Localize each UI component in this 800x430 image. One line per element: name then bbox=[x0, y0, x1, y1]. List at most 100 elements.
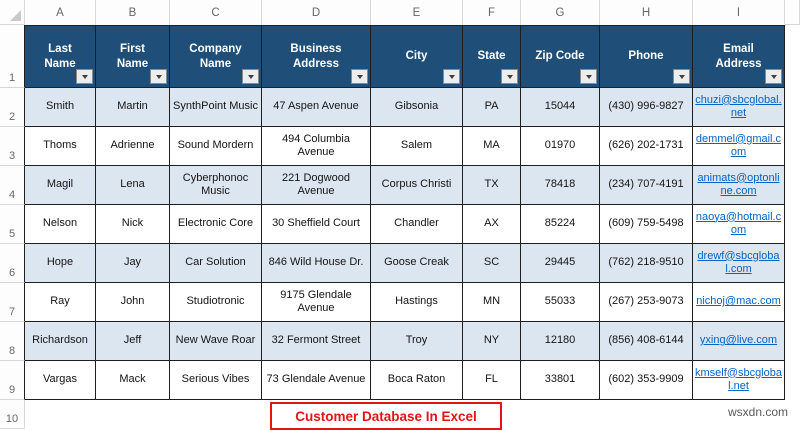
row-header-9[interactable]: 9 bbox=[0, 361, 25, 400]
table-cell[interactable]: (602) 353-9909 bbox=[600, 361, 693, 400]
empty-cell[interactable] bbox=[170, 400, 262, 429]
row-header-7[interactable]: 7 bbox=[0, 283, 25, 322]
table-cell[interactable]: Jay bbox=[96, 244, 170, 283]
table-cell[interactable]: Hastings bbox=[371, 283, 463, 322]
row-header-5[interactable]: 5 bbox=[0, 205, 25, 244]
row-header-4[interactable]: 4 bbox=[0, 166, 25, 205]
table-cell[interactable]: Car Solution bbox=[170, 244, 262, 283]
table-cell[interactable]: Jeff bbox=[96, 322, 170, 361]
email-link[interactable]: naoya@hotmail.com bbox=[695, 210, 782, 236]
table-cell[interactable]: Chandler bbox=[371, 205, 463, 244]
table-cell[interactable]: chuzi@sbcglobal.net bbox=[693, 88, 785, 127]
table-cell[interactable]: (430) 996-9827 bbox=[600, 88, 693, 127]
table-cell[interactable]: New Wave Roar bbox=[170, 322, 262, 361]
table-cell[interactable]: PA bbox=[463, 88, 521, 127]
table-cell[interactable]: John bbox=[96, 283, 170, 322]
table-cell[interactable]: Richardson bbox=[25, 322, 96, 361]
table-cell[interactable]: (856) 408-6144 bbox=[600, 322, 693, 361]
email-link[interactable]: drewf@sbcglobal.com bbox=[697, 249, 780, 275]
column-header-F[interactable]: F bbox=[463, 0, 521, 25]
column-header-D[interactable]: D bbox=[262, 0, 371, 25]
filter-dropdown-button[interactable] bbox=[443, 69, 460, 84]
column-header-I[interactable]: I bbox=[693, 0, 785, 25]
table-cell[interactable]: 78418 bbox=[521, 166, 600, 205]
table-cell[interactable]: TX bbox=[463, 166, 521, 205]
table-cell[interactable]: MN bbox=[463, 283, 521, 322]
email-link[interactable]: yxing@live.com bbox=[699, 334, 778, 347]
email-link[interactable]: animats@optonline.com bbox=[697, 171, 780, 197]
row-header-1[interactable]: 1 bbox=[0, 25, 25, 88]
table-cell[interactable]: Martin bbox=[96, 88, 170, 127]
column-header-H[interactable]: H bbox=[600, 0, 693, 25]
email-link[interactable]: chuzi@sbcglobal.net bbox=[695, 93, 782, 119]
table-header-cell-2[interactable]: First Name bbox=[96, 25, 170, 88]
column-header-A[interactable]: A bbox=[25, 0, 96, 25]
table-header-cell-7[interactable]: Zip Code bbox=[521, 25, 600, 88]
row-header-6[interactable]: 6 bbox=[0, 244, 25, 283]
table-cell[interactable]: Magil bbox=[25, 166, 96, 205]
table-cell[interactable]: Cyberphonoc Music bbox=[170, 166, 262, 205]
table-cell[interactable]: naoya@hotmail.com bbox=[693, 205, 785, 244]
table-cell[interactable]: 9175 Glendale Avenue bbox=[262, 283, 371, 322]
table-cell[interactable]: drewf@sbcglobal.com bbox=[693, 244, 785, 283]
table-cell[interactable]: 12180 bbox=[521, 322, 600, 361]
table-cell[interactable]: (762) 218-9510 bbox=[600, 244, 693, 283]
table-cell[interactable]: SynthPoint Music bbox=[170, 88, 262, 127]
filter-dropdown-button[interactable] bbox=[765, 69, 782, 84]
table-cell[interactable]: demmel@gmail.com bbox=[693, 127, 785, 166]
table-cell[interactable]: (234) 707-4191 bbox=[600, 166, 693, 205]
empty-cell[interactable] bbox=[25, 400, 96, 429]
table-cell[interactable]: 73 Glendale Avenue bbox=[262, 361, 371, 400]
table-cell[interactable]: Thoms bbox=[25, 127, 96, 166]
table-cell[interactable]: Electronic Core bbox=[170, 205, 262, 244]
table-cell[interactable]: Smith bbox=[25, 88, 96, 127]
table-cell[interactable]: Troy bbox=[371, 322, 463, 361]
email-link[interactable]: nichoj@mac.com bbox=[696, 295, 781, 308]
email-link[interactable]: demmel@gmail.com bbox=[695, 132, 782, 158]
table-cell[interactable]: Nelson bbox=[25, 205, 96, 244]
filter-dropdown-button[interactable] bbox=[673, 69, 690, 84]
row-header-3[interactable]: 3 bbox=[0, 127, 25, 166]
table-cell[interactable]: Lena bbox=[96, 166, 170, 205]
filter-dropdown-button[interactable] bbox=[501, 69, 518, 84]
table-cell[interactable]: (626) 202-1731 bbox=[600, 127, 693, 166]
row-header-8[interactable]: 8 bbox=[0, 322, 25, 361]
empty-cell[interactable] bbox=[521, 400, 600, 429]
table-cell[interactable]: Nick bbox=[96, 205, 170, 244]
table-header-cell-1[interactable]: Last Name bbox=[25, 25, 96, 88]
table-header-cell-3[interactable]: Company Name bbox=[170, 25, 262, 88]
table-cell[interactable]: NY bbox=[463, 322, 521, 361]
table-cell[interactable]: nichoj@mac.com bbox=[693, 283, 785, 322]
table-cell[interactable]: 85224 bbox=[521, 205, 600, 244]
table-cell[interactable]: 30 Sheffield Court bbox=[262, 205, 371, 244]
table-cell[interactable]: 15044 bbox=[521, 88, 600, 127]
table-header-cell-4[interactable]: Business Address bbox=[262, 25, 371, 88]
table-cell[interactable]: Corpus Christi bbox=[371, 166, 463, 205]
table-cell[interactable]: 846 Wild House Dr. bbox=[262, 244, 371, 283]
filter-dropdown-button[interactable] bbox=[150, 69, 167, 84]
filter-dropdown-button[interactable] bbox=[580, 69, 597, 84]
select-all-button[interactable] bbox=[0, 0, 25, 25]
table-cell[interactable]: 55033 bbox=[521, 283, 600, 322]
table-cell[interactable]: Serious Vibes bbox=[170, 361, 262, 400]
email-link[interactable]: kmself@sbcglobal.net bbox=[695, 366, 782, 392]
table-cell[interactable]: 221 Dogwood Avenue bbox=[262, 166, 371, 205]
table-cell[interactable]: Mack bbox=[96, 361, 170, 400]
table-cell[interactable]: yxing@live.com bbox=[693, 322, 785, 361]
table-cell[interactable]: Boca Raton bbox=[371, 361, 463, 400]
table-cell[interactable]: 47 Aspen Avenue bbox=[262, 88, 371, 127]
table-cell[interactable]: 01970 bbox=[521, 127, 600, 166]
table-cell[interactable]: Adrienne bbox=[96, 127, 170, 166]
table-cell[interactable]: animats@optonline.com bbox=[693, 166, 785, 205]
table-cell[interactable]: Ray bbox=[25, 283, 96, 322]
table-cell[interactable]: FL bbox=[463, 361, 521, 400]
table-header-cell-9[interactable]: Email Address bbox=[693, 25, 785, 88]
table-cell[interactable]: Gibsonia bbox=[371, 88, 463, 127]
row-header-10[interactable]: 10 bbox=[0, 400, 25, 429]
table-cell[interactable]: Studiotronic bbox=[170, 283, 262, 322]
table-cell[interactable]: 33801 bbox=[521, 361, 600, 400]
column-header-B[interactable]: B bbox=[96, 0, 170, 25]
empty-cell[interactable] bbox=[693, 400, 785, 429]
column-header-G[interactable]: G bbox=[521, 0, 600, 25]
row-header-2[interactable]: 2 bbox=[0, 88, 25, 127]
